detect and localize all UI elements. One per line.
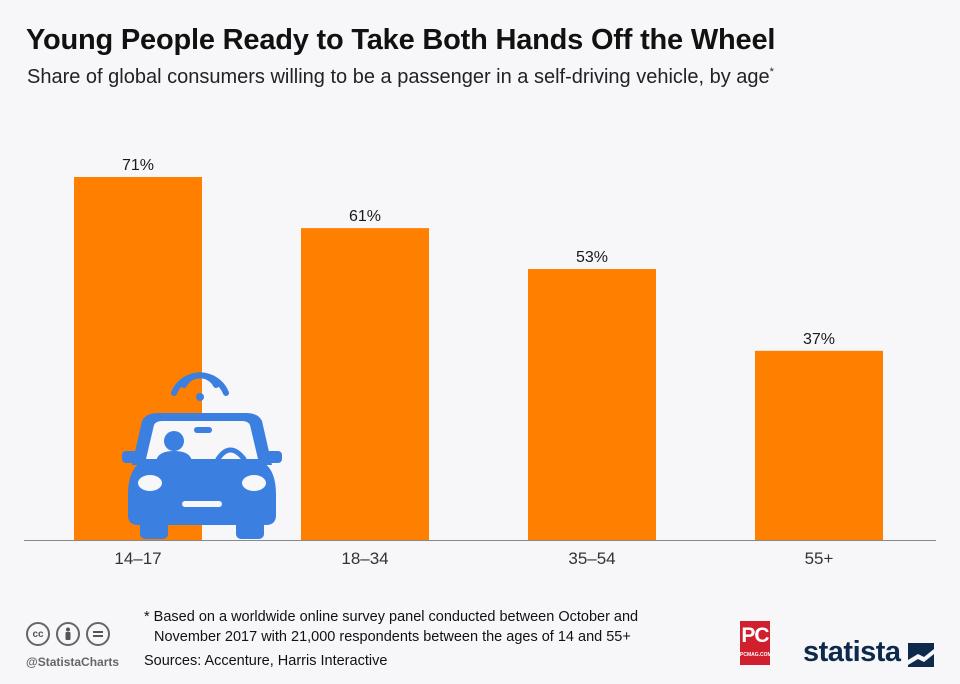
x-tick-label: 14–17 bbox=[114, 549, 161, 568]
sources: Sources: Accenture, Harris Interactive bbox=[144, 653, 388, 669]
pcmag-logo: PC PCMAG.COM bbox=[740, 621, 772, 665]
side-mirror-left bbox=[122, 451, 138, 463]
bar-18–34 bbox=[301, 228, 429, 540]
wheel-right bbox=[236, 519, 264, 539]
wifi-arc-inner bbox=[181, 372, 219, 388]
bar-55+ bbox=[755, 350, 883, 540]
chart-subtitle: Share of global consumers willing to be … bbox=[27, 66, 774, 89]
side-mirror-right bbox=[266, 451, 282, 463]
pcmag-logo-text: PC bbox=[741, 624, 769, 647]
data-label: 71% bbox=[122, 157, 154, 174]
footnote: * Based on a worldwide online survey pan… bbox=[144, 607, 638, 647]
subtitle-footnote-mark: * bbox=[769, 66, 774, 78]
rearview-mirror bbox=[194, 427, 212, 433]
bar-35–54 bbox=[528, 269, 656, 540]
statista-mark-icon bbox=[908, 643, 934, 667]
headlight-left bbox=[138, 475, 162, 491]
x-tick-label: 18–34 bbox=[341, 549, 388, 568]
attribution-icon bbox=[56, 622, 80, 646]
data-label: 37% bbox=[803, 331, 835, 348]
data-label: 61% bbox=[349, 208, 381, 225]
chart-title: Young People Ready to Take Both Hands Of… bbox=[26, 24, 776, 56]
footnote-line-2: November 2017 with 21,000 respondents be… bbox=[154, 629, 631, 645]
subtitle-text: Share of global consumers willing to be … bbox=[27, 66, 770, 88]
no-derivatives-icon bbox=[86, 622, 110, 646]
passenger-body bbox=[156, 451, 192, 461]
wheel-left bbox=[140, 519, 168, 539]
creative-commons-icon: cc bbox=[26, 622, 50, 646]
steering-wheel bbox=[215, 447, 247, 462]
footnote-line-1: * Based on a worldwide online survey pan… bbox=[144, 609, 639, 625]
self-driving-car-icon bbox=[122, 372, 282, 539]
pcmag-logo-subtext: PCMAG.COM bbox=[740, 652, 772, 658]
passenger-head bbox=[164, 431, 184, 451]
data-label: 53% bbox=[576, 249, 608, 266]
wifi-dot bbox=[196, 393, 204, 401]
social-handle[interactable]: @StatistaCharts bbox=[26, 655, 120, 669]
car-body bbox=[128, 459, 276, 525]
headlight-right bbox=[242, 475, 266, 491]
x-tick-label: 55+ bbox=[805, 549, 834, 568]
statista-logo: statista bbox=[803, 636, 901, 668]
license-icons: cc bbox=[26, 622, 110, 646]
x-tick-label: 35–54 bbox=[568, 549, 615, 568]
grille bbox=[182, 501, 222, 507]
bar-chart: 71% 14–17 61% 18–34 53% 35–54 37% 55+ bbox=[24, 157, 936, 568]
